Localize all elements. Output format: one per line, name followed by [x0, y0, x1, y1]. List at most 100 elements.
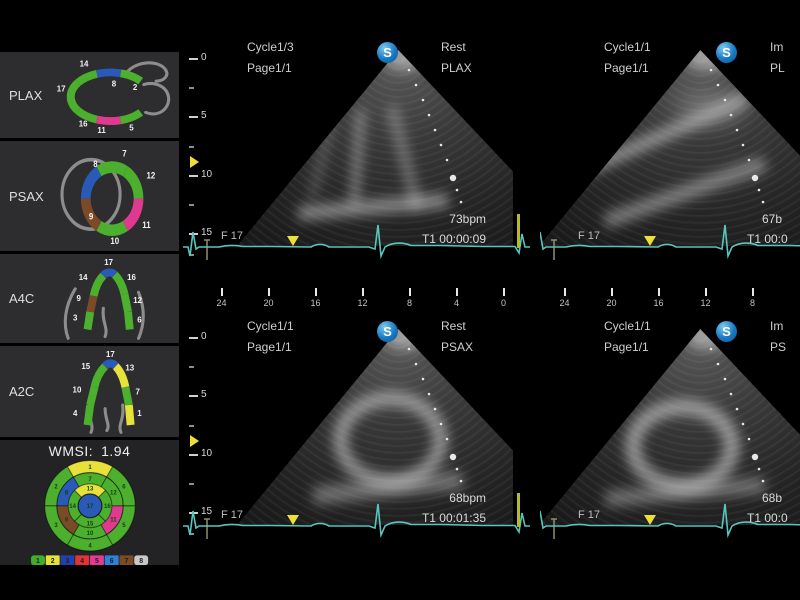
timeline-tick: 16: [292, 288, 339, 308]
cycle-label: Cycle1/1: [604, 319, 651, 333]
a2c-segments: [83, 358, 135, 426]
ecg-marker-icon: [644, 236, 656, 246]
svg-text:9: 9: [89, 211, 94, 222]
legend-chip: [133, 555, 148, 565]
cycle-label: Cycle1/1: [604, 40, 651, 54]
svg-text:3: 3: [54, 523, 58, 529]
svg-text:11: 11: [110, 518, 117, 524]
focus-depth-marker-icon[interactable]: [190, 435, 199, 447]
svg-text:8: 8: [139, 557, 143, 564]
ecg-gain-bar: [551, 239, 557, 260]
stage-label: Im: [770, 319, 784, 333]
quadrant-bottom-right[interactable]: Cycle1/1 Page1/1 S Im PS 68b T1 00:0 F 1…: [540, 307, 800, 540]
measurement-dots: [709, 347, 765, 483]
vendor-logo-icon: S: [716, 42, 737, 63]
wmsi-bullseye-chart: 1 2 3 4 5 6 7 8 9 10 11 12 13 14 15 16 1…: [43, 459, 136, 552]
segment-arc: [124, 310, 134, 330]
view-row-plax[interactable]: PLAX 2 8 14 17 16 11 5: [0, 52, 179, 138]
heart-rate-label: 73bpm: [449, 212, 486, 226]
view-row-label: PSAX: [9, 188, 44, 204]
svg-text:5: 5: [122, 523, 126, 529]
segment-arc: [75, 107, 98, 124]
vendor-logo-icon: S: [377, 42, 398, 63]
svg-text:14: 14: [79, 272, 88, 281]
quadrant-bottom-left[interactable]: 0 5 10 15 Cycle1/1 Page1/1 S Rest PSAX 6…: [183, 307, 530, 540]
depth-ruler: 0 5 10 15: [189, 28, 223, 260]
svg-text:7: 7: [124, 557, 128, 564]
segment-arc: [95, 68, 122, 78]
frequency-label: F 17: [578, 230, 601, 242]
bullseye-outer-ring: [44, 460, 135, 552]
svg-text:10: 10: [86, 531, 93, 537]
view-row-label: A4C: [9, 291, 35, 306]
segment-arc: [89, 272, 107, 297]
svg-text:6: 6: [122, 484, 126, 490]
svg-text:1: 1: [137, 408, 142, 417]
wmsi-label: WMSI:: [48, 443, 94, 459]
svg-text:13: 13: [125, 363, 134, 372]
segment-numbers: 3 9 14 17 16 12 6: [73, 257, 143, 323]
segment-arc: [119, 69, 144, 85]
svg-text:8: 8: [93, 158, 98, 169]
segment-arc: [44, 505, 74, 545]
segment-arc: [119, 109, 144, 125]
svg-text:16: 16: [104, 504, 111, 510]
view-label: PL: [770, 61, 785, 75]
wmsi-score-value: 1.94: [101, 443, 131, 459]
legend-chip: [45, 555, 60, 565]
segment-arc: [74, 514, 105, 528]
svg-text:6: 6: [109, 557, 113, 564]
svg-text:11: 11: [142, 219, 150, 230]
ecg-trace: [183, 224, 530, 260]
svg-text:14: 14: [80, 59, 89, 68]
view-row-a2c[interactable]: A2C 4 10 15 17 13 7: [0, 346, 179, 437]
view-row-a4c[interactable]: A4C 3 9 14 17 16 12: [0, 254, 179, 343]
segment-arc: [56, 477, 80, 507]
legend-chip: [30, 555, 45, 565]
view-row-label: A2C: [9, 384, 35, 399]
a4c-segments: [83, 267, 134, 330]
legend-chip: [60, 555, 74, 565]
view-row-psax[interactable]: PSAX 7 12 11 10 9 8: [0, 141, 179, 251]
focus-depth-marker-icon[interactable]: [190, 156, 199, 168]
ecg-trace: [183, 503, 530, 539]
heart-rate-label: 68bpm: [449, 491, 486, 505]
timeline-tick: 24: [541, 288, 588, 308]
segment-arc: [74, 483, 105, 498]
quadrant-top-left[interactable]: 0 5 10 15 Cycle1/3 Page1/1 S Rest PLAX 7…: [183, 28, 530, 260]
svg-text:12: 12: [110, 490, 117, 496]
segment-arc: [105, 505, 135, 545]
svg-text:15: 15: [81, 361, 90, 370]
segment-numbers: 2 8 14 17 16 11 5: [57, 59, 138, 135]
segment-arc: [112, 362, 130, 388]
svg-text:12: 12: [133, 295, 142, 304]
measurement-dots: [709, 68, 765, 204]
timer-label: T1 00:01:35: [421, 511, 486, 525]
svg-text:7: 7: [135, 387, 140, 396]
timeline-tick: 4: [433, 288, 480, 308]
quadrant-top-right[interactable]: Cycle1/1 Page1/1 S Im PL 67b T1 00:0 F 1…: [540, 28, 800, 260]
anatomy-outline: [63, 286, 145, 340]
ring-separators: [43, 459, 136, 552]
svg-text:1: 1: [88, 465, 92, 471]
timeline-tick: 16: [635, 288, 682, 308]
svg-text:5: 5: [129, 124, 134, 133]
timeline-tick: 20: [588, 288, 635, 308]
svg-text:14: 14: [69, 504, 76, 510]
ecg-time-cursor[interactable]: [517, 493, 520, 527]
bullseye-inner-ring: [67, 483, 112, 528]
svg-text:12: 12: [146, 170, 155, 181]
timeline-left-group: 24 20 16 12 8 4 0: [198, 288, 527, 308]
cycle-label: Cycle1/3: [247, 40, 294, 54]
segment-arc: [122, 198, 144, 232]
vendor-logo-icon: S: [716, 321, 737, 342]
ecg-time-cursor[interactable]: [517, 214, 520, 248]
svg-text:17: 17: [106, 350, 115, 359]
segment-arc: [97, 490, 112, 522]
segment-arc: [73, 473, 106, 488]
ecg-gain-bar: [551, 518, 557, 539]
svg-text:13: 13: [86, 487, 93, 493]
stage-label: Im: [770, 40, 784, 54]
segment-arc: [99, 477, 123, 507]
